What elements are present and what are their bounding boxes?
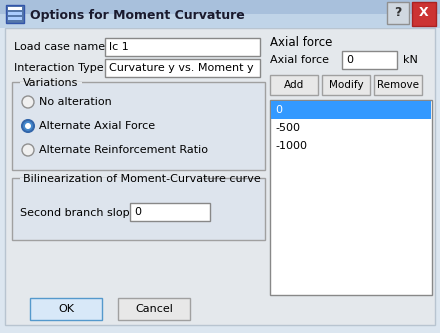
Bar [8, 17, 22, 20]
Bar [12, 82, 265, 170]
Circle shape [22, 120, 34, 132]
Bar [12, 178, 265, 240]
Bar [20, 82, 82, 84]
Bar [5, 28, 435, 325]
Circle shape [22, 96, 34, 108]
Text: Variations: Variations [23, 78, 78, 88]
Bar [8, 12, 22, 15]
Bar [270, 75, 318, 95]
Text: Alternate Reinforcement Ratio: Alternate Reinforcement Ratio [39, 145, 208, 155]
Text: Bilinearization of Moment-Curvature curve: Bilinearization of Moment-Curvature curv… [23, 174, 261, 184]
Text: -500: -500 [275, 123, 300, 133]
Text: kN: kN [403, 55, 418, 65]
Text: lc 1: lc 1 [109, 42, 129, 52]
Bar [271, 101, 431, 119]
Bar [0, 0, 440, 28]
Bar [130, 203, 210, 221]
Text: No alteration: No alteration [39, 97, 112, 107]
Text: Interaction Type: Interaction Type [14, 63, 104, 73]
Text: Add: Add [284, 80, 304, 90]
Text: Curvature y vs. Moment y: Curvature y vs. Moment y [109, 63, 253, 73]
Circle shape [25, 123, 31, 129]
Text: Second branch slope: Second branch slope [20, 208, 136, 218]
Bar [412, 2, 436, 26]
Bar [105, 59, 260, 77]
Bar [342, 51, 397, 69]
Bar [0, 0, 440, 14]
Text: -1000: -1000 [275, 141, 307, 151]
Text: Load case name: Load case name [14, 42, 105, 52]
Bar [105, 38, 260, 56]
Text: X: X [419, 7, 429, 20]
Bar [118, 298, 190, 320]
Circle shape [22, 144, 34, 156]
Bar [20, 178, 203, 180]
Bar [8, 7, 22, 10]
Text: Options for Moment Curvature: Options for Moment Curvature [30, 9, 245, 22]
Text: ?: ? [394, 7, 402, 20]
Text: 0: 0 [134, 207, 141, 217]
Bar [374, 75, 422, 95]
Text: Cancel: Cancel [135, 304, 173, 314]
Text: Axial force: Axial force [270, 55, 329, 65]
Text: 0: 0 [275, 105, 282, 115]
Bar [387, 2, 409, 24]
Text: Remove: Remove [377, 80, 419, 90]
Text: Alternate Axial Force: Alternate Axial Force [39, 121, 155, 131]
Bar [6, 5, 24, 23]
Text: Modify: Modify [329, 80, 363, 90]
Text: 0: 0 [346, 55, 353, 65]
Bar [322, 75, 370, 95]
Text: OK: OK [58, 304, 74, 314]
Bar [30, 298, 102, 320]
Text: Axial force: Axial force [270, 36, 332, 49]
Bar [270, 100, 432, 295]
